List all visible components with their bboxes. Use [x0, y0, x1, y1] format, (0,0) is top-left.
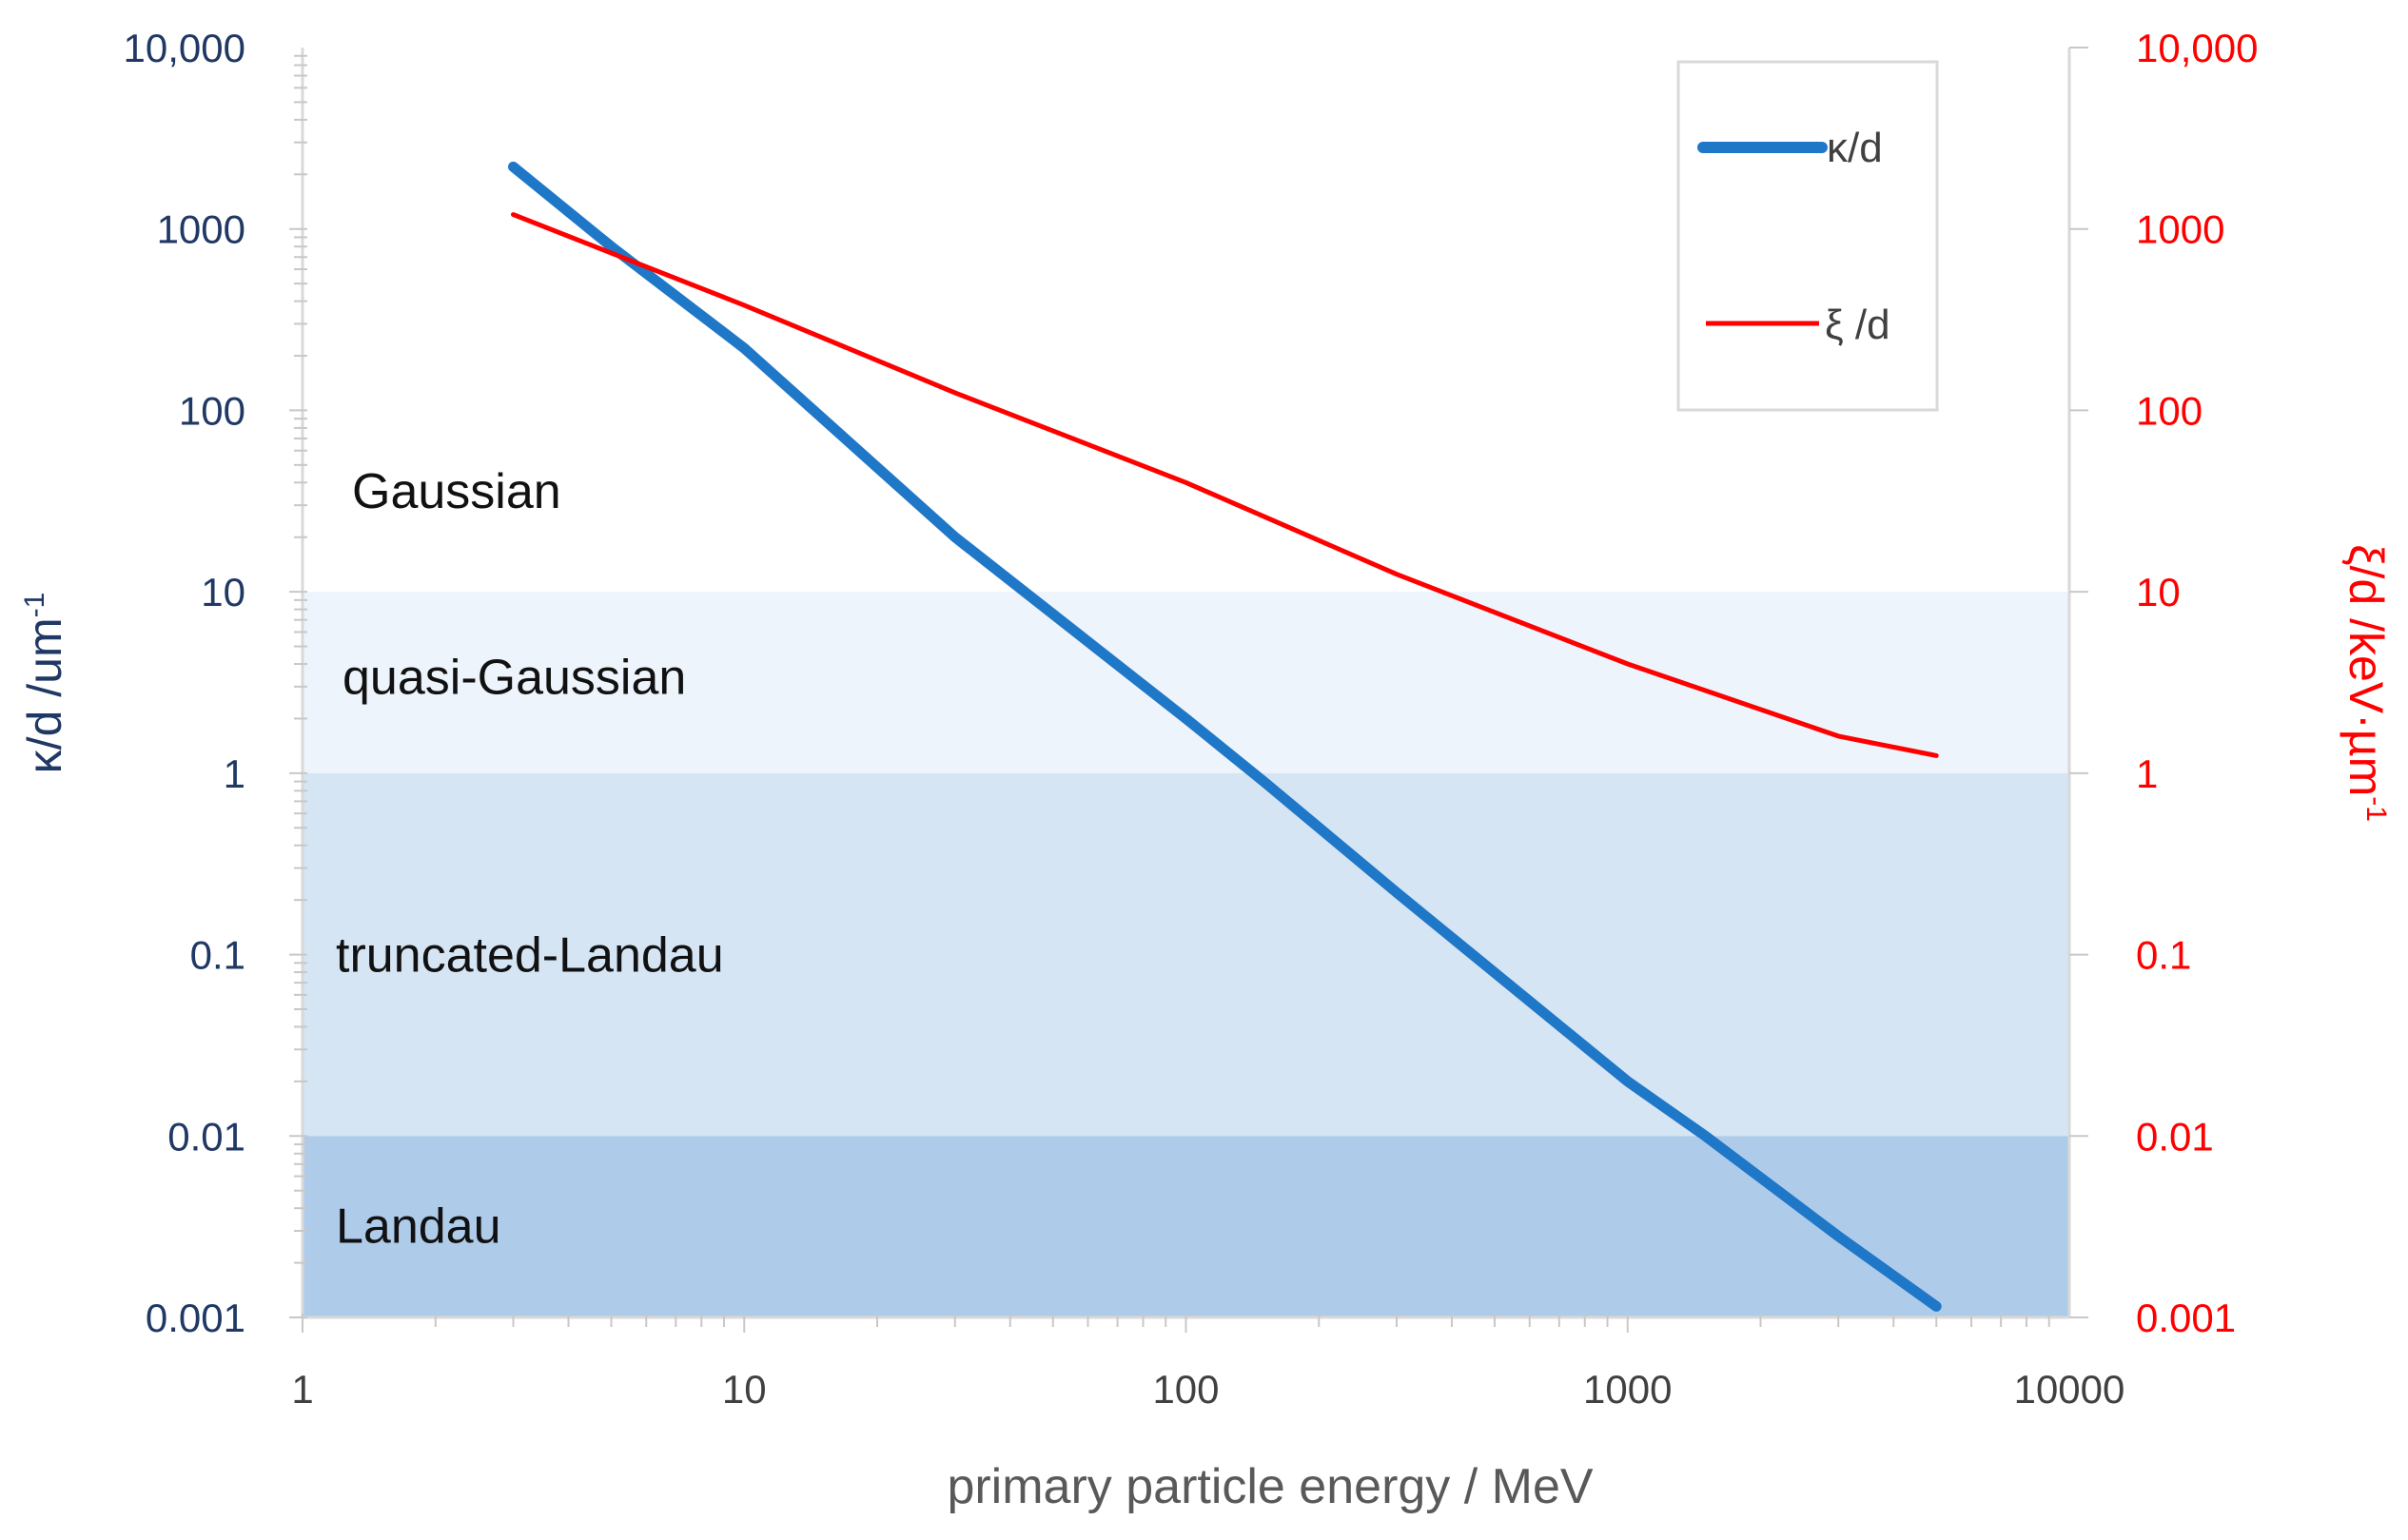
y-tick-label-left: 0.001 — [146, 1296, 245, 1340]
y-tick-label-right: 0.001 — [2136, 1296, 2236, 1340]
y-tick-label-right: 10 — [2136, 570, 2181, 614]
region-label: Gaussian — [352, 464, 561, 519]
region-band — [303, 592, 2069, 773]
y-tick-label-left: 1 — [224, 751, 245, 796]
region-label: quasi-Gaussian — [343, 650, 686, 705]
left-tick-labels: 10,000 1000 100 10 1 0.1 0.01 0.001 — [124, 26, 245, 1340]
right-major-ticks — [2069, 47, 2088, 1318]
y-tick-label-left: 0.01 — [167, 1114, 245, 1159]
x-tick-label: 10000 — [2014, 1367, 2125, 1412]
y-tick-label-left: 1000 — [157, 207, 245, 252]
y-tick-label-right: 0.01 — [2136, 1114, 2214, 1159]
x-tick-label: 10 — [722, 1367, 767, 1412]
bottom-tick-labels: 1 10 100 1000 10000 — [291, 1367, 2124, 1412]
legend-label-xi: ξ /d — [1825, 302, 1890, 348]
legend-label-kappa: κ/d — [1827, 125, 1883, 171]
region-band — [303, 772, 2069, 1137]
x-tick-label: 1 — [291, 1367, 313, 1412]
series-line-kappa — [508, 161, 1942, 1312]
y-tick-label-right: 0.1 — [2136, 933, 2191, 978]
y-tick-label-right: 1000 — [2136, 207, 2224, 252]
x-tick-label: 1000 — [1583, 1367, 1672, 1412]
right-tick-labels: 10,000 1000 100 10 1 0.1 0.01 0.001 — [2136, 26, 2258, 1340]
y-tick-label-left: 10,000 — [124, 26, 245, 70]
y-axis-title-left: κ/d /um-1 — [18, 593, 71, 774]
region-label: Landau — [336, 1199, 501, 1255]
y-axis-title-right: ξ/d /keV·µm-1 — [2339, 544, 2393, 822]
series-line-xi — [511, 212, 1939, 758]
y-tick-label-left: 100 — [179, 388, 245, 433]
y-tick-label-right: 100 — [2136, 388, 2202, 433]
region-labels: Gaussian quasi-Gaussian truncated-Landau La… — [336, 464, 724, 1255]
left-minor-ticks — [289, 54, 307, 1318]
x-tick-label: 100 — [1152, 1367, 1219, 1412]
y-tick-label-left: 10 — [201, 570, 245, 614]
series — [508, 161, 1942, 1312]
y-tick-label-right: 10,000 — [2136, 26, 2258, 70]
x-axis-title: primary particle energy / MeV — [947, 1459, 1593, 1514]
bottom-minor-ticks — [302, 1314, 2050, 1333]
y-tick-label-right: 1 — [2136, 751, 2158, 796]
y-tick-label-left: 0.1 — [190, 933, 245, 978]
region-band — [303, 1136, 2069, 1317]
legend: κ/d ξ /d — [1676, 60, 1939, 412]
legend-box — [1676, 60, 1939, 412]
region-label: truncated-Landau — [336, 928, 724, 984]
